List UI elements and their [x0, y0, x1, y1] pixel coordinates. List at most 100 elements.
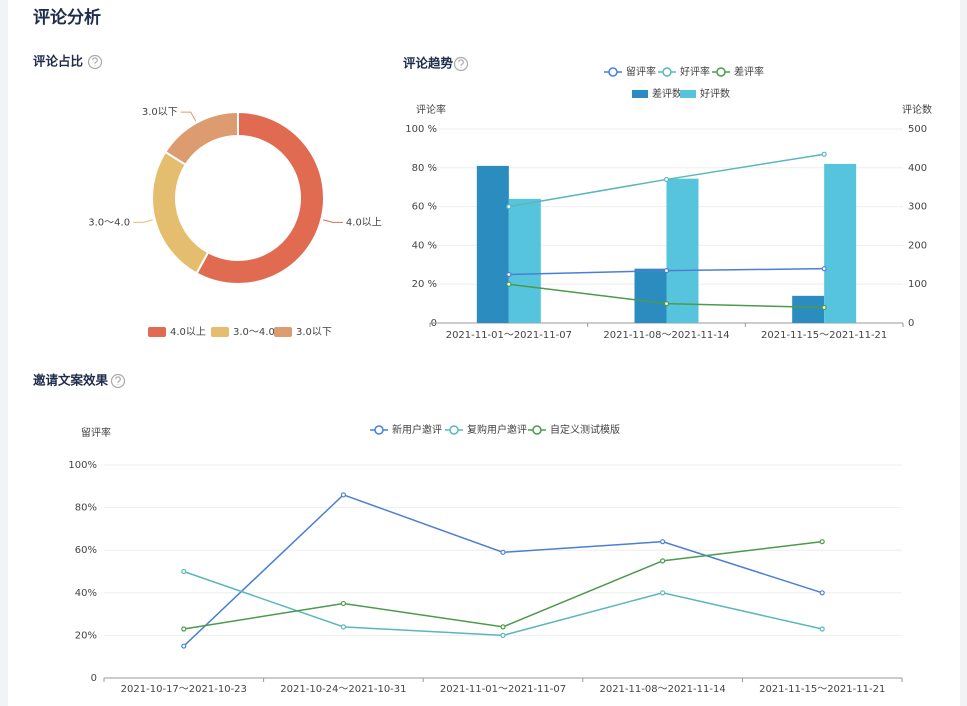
- legend-marker: [716, 67, 726, 77]
- leader-line: [180, 111, 197, 122]
- slice-label: 3.0以下: [142, 107, 178, 118]
- leader-line: [323, 219, 343, 223]
- bar: [476, 165, 509, 323]
- y-tick-label: 40%: [75, 588, 97, 599]
- legend-swatch: [148, 327, 166, 337]
- point: [663, 301, 670, 307]
- point: [821, 304, 827, 311]
- point: [181, 643, 187, 649]
- legend-label: 3.0以下: [296, 327, 332, 338]
- help-glyph: [92, 57, 98, 66]
- legend-marker: [532, 425, 542, 435]
- y2-tick-label: 300: [908, 202, 927, 213]
- bar: [508, 198, 541, 323]
- x-tick-label: 2021-10-17～2021-10-23: [121, 684, 247, 695]
- help-icon[interactable]: [110, 373, 126, 389]
- y-tick-label: 100 %: [405, 124, 437, 135]
- legend-label: 好评数: [700, 87, 730, 100]
- legend-swatch: [632, 90, 648, 98]
- legend-marker: [608, 67, 618, 77]
- y-axis-name: 评论率: [416, 103, 446, 116]
- chart-title: 邀请文案效果: [33, 373, 109, 388]
- bar: [666, 178, 699, 323]
- point: [500, 549, 506, 555]
- y-tick-label: 0: [91, 673, 97, 684]
- point: [663, 268, 670, 274]
- bar: [792, 295, 825, 323]
- y-axis-name: 留评率: [81, 426, 111, 439]
- donut-segment: [195, 110, 325, 285]
- chart-title: 评论占比: [33, 54, 84, 69]
- y-tick-label: 100%: [68, 460, 97, 471]
- y2-tick-label: 200: [908, 240, 927, 251]
- help-icon[interactable]: [87, 54, 103, 70]
- point: [506, 281, 512, 287]
- y-tick-label: 60%: [75, 545, 97, 556]
- donut-segment: [164, 110, 239, 167]
- point: [340, 600, 346, 607]
- y-tick-label: 80%: [75, 503, 97, 514]
- legend-swatch: [680, 90, 696, 98]
- legend-label: 差评率: [734, 65, 764, 78]
- point: [659, 590, 666, 596]
- x-tick-label: 2021-10-24～2021-10-31: [280, 684, 406, 695]
- legend-label: 3.0～4.0: [233, 327, 275, 338]
- point: [500, 624, 506, 630]
- card: [8, 0, 960, 706]
- point: [659, 558, 666, 564]
- slice-label: 4.0以上: [346, 216, 382, 228]
- x-tick-label: 2021-11-01～2021-11-07: [440, 684, 566, 695]
- point: [819, 539, 825, 545]
- point: [819, 590, 825, 596]
- bar: [824, 163, 857, 323]
- y-tick-label: 20%: [75, 630, 97, 641]
- legend-marker: [449, 425, 459, 435]
- y-tick-label: 40 %: [412, 240, 437, 251]
- point: [181, 626, 187, 632]
- y2-axis-name: 评论数: [902, 103, 932, 116]
- point: [659, 539, 666, 545]
- y2-tick-label: 400: [908, 163, 927, 174]
- page-title: 评论分析: [33, 7, 101, 28]
- y2-tick-label: 500: [908, 124, 927, 135]
- y2-tick-label: 100: [908, 279, 927, 290]
- point: [663, 176, 670, 183]
- x-tick-label: 2021-11-08～2021-11-14: [603, 330, 729, 341]
- legend-label: 4.0以上: [170, 326, 206, 338]
- point: [340, 492, 346, 498]
- point: [819, 626, 825, 632]
- y-tick-label: 20 %: [412, 279, 437, 290]
- point: [821, 266, 827, 272]
- point: [506, 204, 512, 210]
- point: [500, 632, 506, 639]
- point: [506, 271, 512, 278]
- legend-swatch: [274, 327, 292, 337]
- bar: [634, 268, 667, 323]
- legend-label: 差评数: [652, 87, 682, 100]
- x-tick-label: 2021-11-15～2021-11-21: [759, 684, 885, 695]
- legend-label: 好评率: [680, 65, 710, 78]
- legend-label: 自定义测试模版: [550, 423, 620, 436]
- y2-tick-label: 0: [908, 318, 914, 329]
- legend-swatch: [211, 327, 229, 337]
- point: [181, 568, 187, 575]
- help-glyph: [115, 376, 121, 385]
- point: [340, 624, 346, 630]
- legend-label: 留评率: [626, 65, 656, 78]
- y-tick-label: 80 %: [412, 163, 437, 174]
- slice-label: 3.0～4.0: [88, 217, 130, 228]
- chart-title: 评论趋势: [403, 56, 454, 71]
- x-tick-label: 2021-11-15～2021-11-21: [761, 330, 887, 341]
- legend-label: 复购用户邀评: [467, 423, 527, 436]
- point: [821, 151, 827, 157]
- legend-marker: [662, 67, 672, 77]
- x-tick-label: 2021-11-01～2021-11-07: [446, 330, 572, 341]
- legend-marker: [374, 425, 384, 435]
- help-glyph: [458, 59, 464, 68]
- legend-label: 新用户邀评: [392, 423, 442, 436]
- y-tick-label: 60 %: [412, 202, 437, 213]
- help-icon[interactable]: [453, 56, 469, 72]
- x-tick-label: 2021-11-08～2021-11-14: [599, 684, 725, 695]
- leader-line: [133, 219, 153, 223]
